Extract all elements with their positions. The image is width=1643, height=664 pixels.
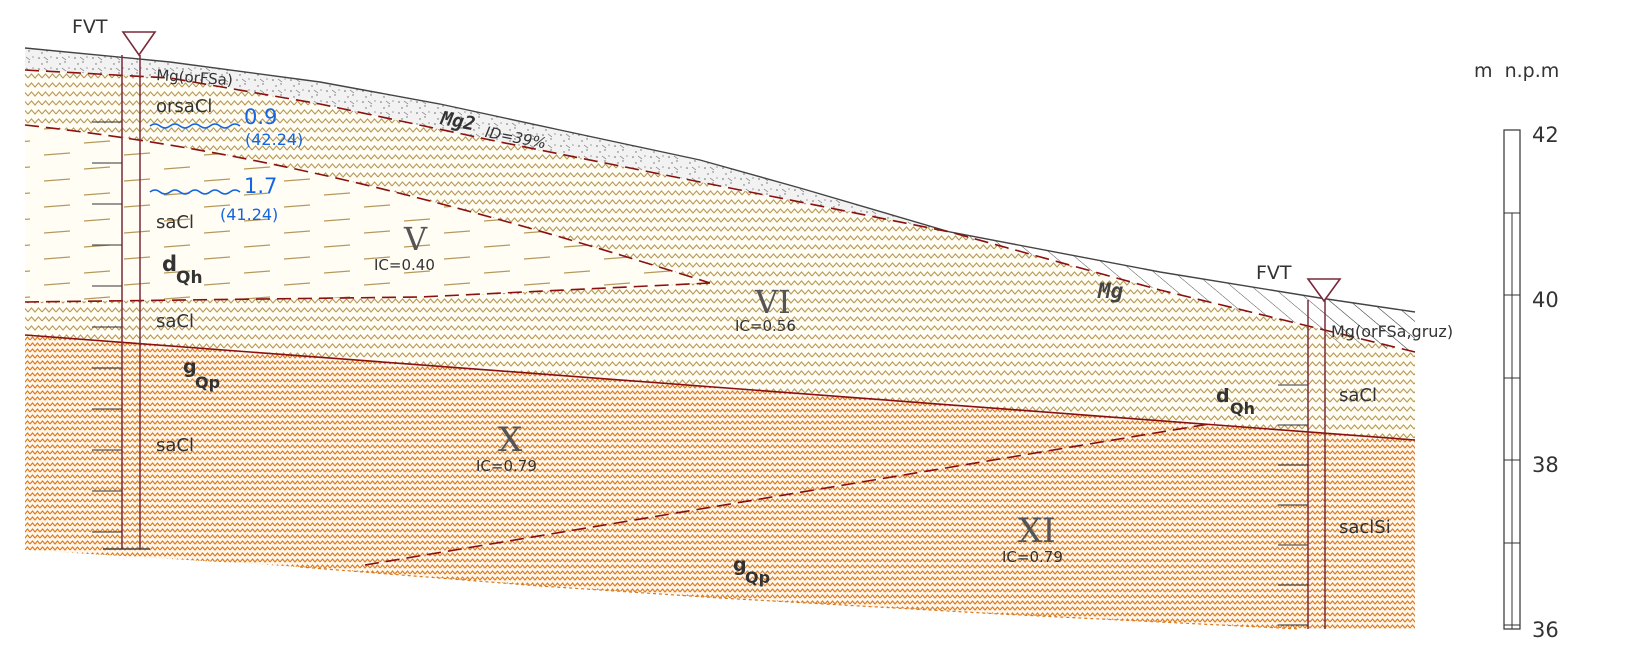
water-level-2: 1.7 (41.24) [149,174,278,224]
fill-mg2-label: Mg2 ID=39% [438,107,548,152]
genesis-main: d [1216,385,1230,407]
zone-vi: VI IC=0.56 [735,283,796,335]
zone-ic: IC=0.56 [735,317,796,335]
genesis-gqp-bottom: g Qp [733,554,770,587]
layer-gqp-hatch [25,335,1415,629]
genesis-gqp-left: g Qp [183,356,220,392]
scale-tick-label: 40 [1532,288,1559,312]
boundary-v-top [24,124,711,284]
water-level-1: 0.9 (42.24) [149,105,303,149]
layer-code-saclsi: saclSi [1339,517,1391,538]
water-level-depth: 1.7 [244,174,277,198]
borehole-left-ticks [92,121,122,533]
genesis-dqh-left: d Qh [162,252,203,288]
zone-v: V IC=0.40 [374,220,435,274]
scale-unit-label: m n.p.m [1474,60,1559,82]
water-wave-icon [149,123,241,129]
boundary-fill-base [24,69,1416,353]
borehole-right-marker-icon [1306,278,1342,303]
layer-code-orsacl: orsaCl [156,96,212,117]
zone-ic: IC=0.79 [476,457,537,475]
layer-code-mg-orfsa-gruz: Mg(orFSa,gruz) [1331,322,1453,341]
water-level-elevation: (41.24) [220,205,278,224]
zone-ic: IC=0.40 [374,256,435,274]
layer-dqh-hatch [25,70,1415,440]
fill-mg-label: Mg [1097,279,1124,303]
genesis-sub: Qh [1230,399,1255,418]
genesis-sub: Qp [745,568,770,587]
scale-tick-label: 38 [1532,453,1559,477]
ground-surface-line [24,47,1416,313]
scale-tick-label: 36 [1532,618,1559,642]
boundary-x-xi [364,422,1216,566]
elevation-scale: 42 40 38 36 [1503,123,1559,642]
layer-code-sacl-2: saCl [156,311,194,332]
borehole-left-marker-icon [121,31,157,57]
layer-code-sacl-3: saCl [156,435,194,456]
borehole-right-ticks [1278,384,1308,626]
zone-roman: X [498,420,523,460]
layer-code-sacl-right: saCl [1339,385,1377,406]
borehole-right: FVT [1256,262,1342,629]
bottom-cutoff [299,566,1301,630]
genesis-main: g [733,554,747,576]
zone-xi: XI IC=0.79 [1002,511,1063,566]
zone-x: X IC=0.79 [476,420,537,475]
genesis-main: d [162,252,177,276]
layer-code-mg-orfsa: Mg(orFSa) [156,66,234,89]
scale-tick-label: 42 [1532,123,1559,147]
genesis-dqh-right: d Qh [1216,385,1255,418]
water-level-depth: 0.9 [244,105,277,129]
fill-mg-right-top [1320,298,1415,352]
genesis-sub: Qp [195,373,220,392]
borehole-left: FVT [72,16,157,550]
zone-roman: XI [1018,511,1056,551]
zone-roman: V [403,220,428,258]
water-level-elevation: (42.24) [245,130,303,149]
boundary-dqh-gqp [24,334,1416,441]
fill-mg2-dots [25,48,950,232]
genesis-main: g [183,356,197,378]
fill-mg-hatch [800,188,1415,352]
water-wave-icon [149,189,241,195]
layer-code-sacl-1: saCl [156,212,194,233]
genesis-sub: Qh [176,268,203,288]
borehole-left-label: FVT [72,16,108,38]
borehole-right-label: FVT [1256,262,1292,284]
zone-roman: VI [754,283,791,321]
zone-ic: IC=0.79 [1002,548,1063,566]
boundary-v-base [24,282,711,303]
layer-v-hatch [25,125,710,302]
